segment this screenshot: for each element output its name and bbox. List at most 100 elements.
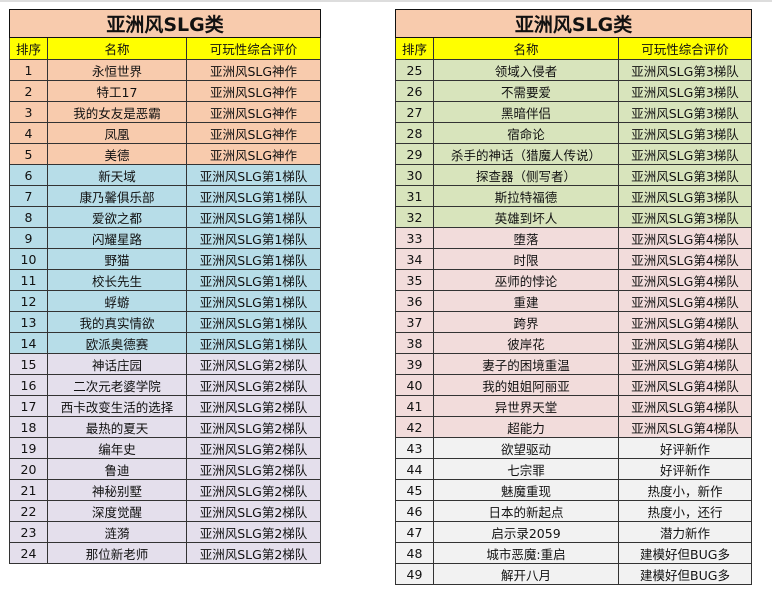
name-cell: 启示录2059 [433,521,619,543]
rank-cell: 43 [395,437,434,459]
name-cell: 康乃馨俱乐部 [47,185,187,207]
rank-cell: 4 [9,122,48,144]
rating-cell: 亚洲风SLG第4梯队 [617,374,753,396]
rating-cell: 亚洲风SLG第1梯队 [185,269,322,291]
name-cell: 编年史 [47,437,187,459]
table-row: 35 巫师的悖论 亚洲风SLG第4梯队 [395,269,753,291]
table-row: 10 野猫 亚洲风SLG第1梯队 [9,248,322,270]
rank-cell: 29 [395,143,434,165]
rating-cell: 亚洲风SLG第3梯队 [617,185,753,207]
name-cell: 二次元老婆学院 [47,374,187,396]
rating-cell: 亚洲风SLG第2梯队 [185,353,322,375]
table-row: 33 堕落 亚洲风SLG第4梯队 [395,227,753,249]
rating-cell: 亚洲风SLG第4梯队 [617,227,753,249]
name-cell: 英雄到坏人 [433,206,619,228]
header-rank: 排序 [395,37,434,60]
rank-cell: 33 [395,227,434,249]
name-cell: 七宗罪 [433,458,619,480]
table-row: 39 妻子的困境重温 亚洲风SLG第4梯队 [395,353,753,375]
table-row: 11 校长先生 亚洲风SLG第1梯队 [9,269,322,291]
table-row: 8 爱欲之都 亚洲风SLG第1梯队 [9,206,322,228]
rank-cell: 45 [395,479,434,501]
rating-cell: 亚洲风SLG第4梯队 [617,416,753,438]
name-cell: 涟漪 [47,521,187,543]
table-row: 1 永恒世界 亚洲风SLG神作 [9,59,322,81]
name-cell: 野猫 [47,248,187,270]
name-cell: 欲望驱动 [433,437,619,459]
name-cell: 跨界 [433,311,619,333]
rank-cell: 16 [9,374,48,396]
table-row: 47 启示录2059 潜力新作 [395,521,753,543]
rating-cell: 热度小，新作 [617,479,753,501]
rank-cell: 39 [395,353,434,375]
table-row: 24 那位新老师 亚洲风SLG第2梯队 [9,542,322,564]
name-cell: 美德 [47,143,187,165]
table-row: 28 宿命论 亚洲风SLG第3梯队 [395,122,753,144]
name-cell: 蜉蝣 [47,290,187,312]
table-row: 46 日本的新起点 热度小，还行 [395,500,753,522]
rating-cell: 亚洲风SLG第1梯队 [185,311,322,333]
table-row: 9 闪耀星路 亚洲风SLG第1梯队 [9,227,322,249]
table-row: 13 我的真实情欲 亚洲风SLG第1梯队 [9,311,322,333]
rating-cell: 亚洲风SLG第2梯队 [185,479,322,501]
rank-cell: 35 [395,269,434,291]
rating-cell: 亚洲风SLG第2梯队 [185,395,322,417]
rating-cell: 亚洲风SLG第4梯队 [617,290,753,312]
name-cell: 彼岸花 [433,332,619,354]
table-row: 18 最热的夏天 亚洲风SLG第2梯队 [9,416,322,438]
table-row: 21 神秘别墅 亚洲风SLG第2梯队 [9,479,322,501]
name-cell: 闪耀星路 [47,227,187,249]
rating-cell: 亚洲风SLG第3梯队 [617,101,753,123]
ranking-table-left: 亚洲风SLG类 排序 名称 可玩性综合评价 1 永恒世界 亚洲风SLG神作 2 特工17… [8,9,322,564]
rank-cell: 7 [9,185,48,207]
table-row: 7 康乃馨俱乐部 亚洲风SLG第1梯队 [9,185,322,207]
rating-cell: 亚洲风SLG第2梯队 [185,458,322,480]
name-cell: 爱欲之都 [47,206,187,228]
table-row: 3 我的女友是恶霸 亚洲风SLG神作 [9,101,322,123]
rank-cell: 25 [395,59,434,81]
ranking-table-right: 亚洲风SLG类 排序 名称 可玩性综合评价 25 领域入侵者 亚洲风SLG第3梯队 2… [394,9,753,585]
rating-cell: 亚洲风SLG第3梯队 [617,164,753,186]
rank-cell: 21 [9,479,48,501]
name-cell: 巫师的悖论 [433,269,619,291]
header-name: 名称 [433,37,619,60]
rating-cell: 亚洲风SLG第2梯队 [185,542,322,564]
name-cell: 神秘别墅 [47,479,187,501]
name-cell: 特工17 [47,80,187,102]
rank-cell: 11 [9,269,48,291]
rank-cell: 31 [395,185,434,207]
name-cell: 我的真实情欲 [47,311,187,333]
rank-cell: 24 [9,542,48,564]
rating-cell: 亚洲风SLG第4梯队 [617,248,753,270]
rating-cell: 亚洲风SLG神作 [185,59,322,81]
name-cell: 西卡改变生活的选择 [47,395,187,417]
rating-cell: 亚洲风SLG第4梯队 [617,332,753,354]
rating-cell: 亚洲风SLG第3梯队 [617,206,753,228]
name-cell: 日本的新起点 [433,500,619,522]
name-cell: 神话庄园 [47,353,187,375]
table-row: 23 涟漪 亚洲风SLG第2梯队 [9,521,322,543]
rank-cell: 22 [9,500,48,522]
rating-cell: 建模好但BUG多 [617,563,753,585]
rating-cell: 亚洲风SLG第1梯队 [185,290,322,312]
rating-cell: 亚洲风SLG第2梯队 [185,374,322,396]
name-cell: 异世界天堂 [433,395,619,417]
rank-cell: 40 [395,374,434,396]
rank-cell: 37 [395,311,434,333]
rating-cell: 亚洲风SLG第1梯队 [185,227,322,249]
rank-cell: 3 [9,101,48,123]
name-cell: 时限 [433,248,619,270]
table-row: 40 我的姐姐阿丽亚 亚洲风SLG第4梯队 [395,374,753,396]
table-row: 12 蜉蝣 亚洲风SLG第1梯队 [9,290,322,312]
rank-cell: 44 [395,458,434,480]
header-rating: 可玩性综合评价 [617,37,753,60]
rank-cell: 8 [9,206,48,228]
table-row: 31 斯拉特福德 亚洲风SLG第3梯队 [395,185,753,207]
name-cell: 我的姐姐阿丽亚 [433,374,619,396]
rating-cell: 亚洲风SLG第2梯队 [185,521,322,543]
rank-cell: 32 [395,206,434,228]
name-cell: 新天域 [47,164,187,186]
table-row: 22 深度觉醒 亚洲风SLG第2梯队 [9,500,322,522]
rating-cell: 好评新作 [617,437,753,459]
rating-cell: 亚洲风SLG第1梯队 [185,332,322,354]
